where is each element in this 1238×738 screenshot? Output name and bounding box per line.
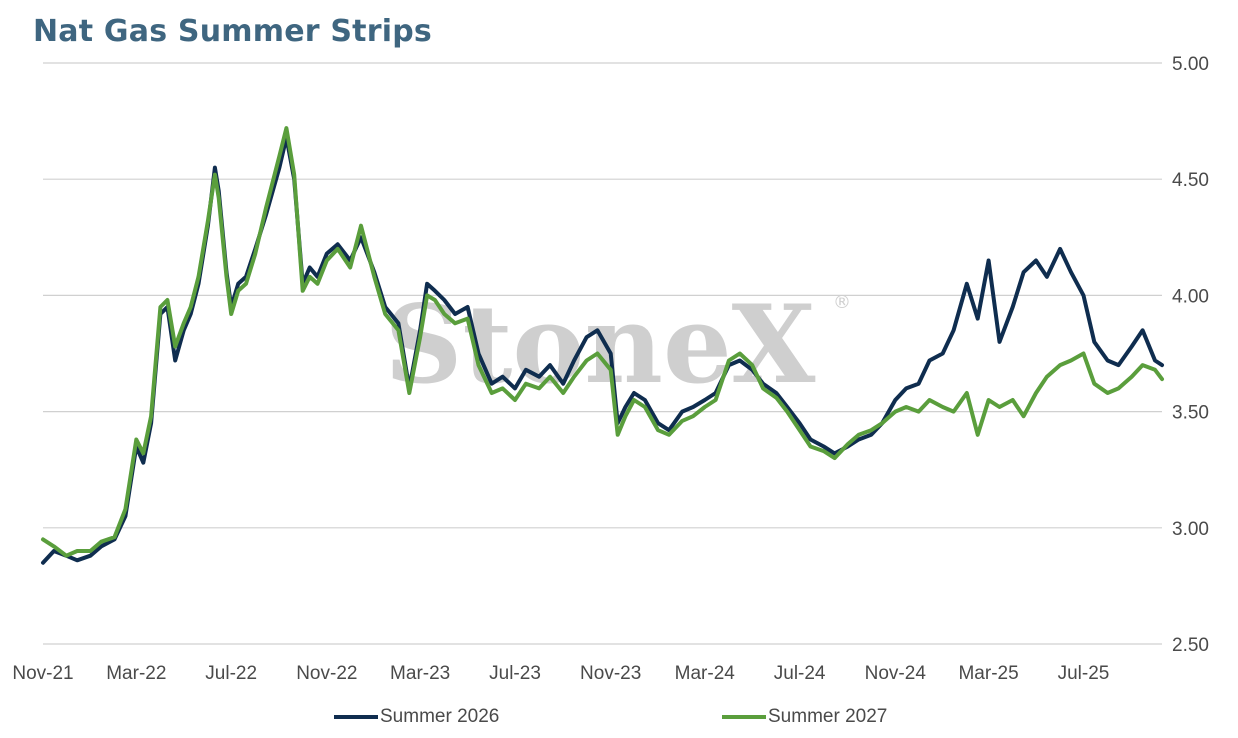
series-lines: [41, 126, 1164, 565]
y-axis-ticks: 5.00 4.50 4.00 3.50 3.00 2.50: [1172, 54, 1209, 656]
legend-swatch-summer-2026: [334, 715, 378, 719]
y-tick-label: 3.50: [1172, 403, 1209, 424]
x-tick-label: Jul-23: [489, 663, 541, 684]
legend: Summer 2026 Summer 2027: [0, 706, 1238, 730]
x-tick-label: Nov-22: [296, 663, 357, 684]
legend-item-summer-2027[interactable]: Summer 2027: [722, 706, 887, 728]
series-line-summer-2027: [41, 126, 1164, 558]
y-tick-label: 4.00: [1172, 286, 1209, 307]
y-tick-label: 2.50: [1172, 635, 1209, 656]
chart-title: Nat Gas Summer Strips: [33, 14, 432, 49]
x-axis-ticks: Nov-21 Mar-22 Jul-22 Nov-22 Mar-23 Jul-23 Nov-…: [12, 663, 1109, 684]
x-tick-label: Nov-24: [865, 663, 927, 684]
legend-label-summer-2026: Summer 2026: [380, 706, 500, 727]
y-tick-label: 3.00: [1172, 519, 1209, 540]
x-tick-label: Mar-25: [958, 663, 1018, 684]
legend-item-summer-2026[interactable]: Summer 2026: [334, 706, 499, 728]
legend-label-summer-2027: Summer 2027: [768, 706, 888, 727]
y-tick-label: 5.00: [1172, 54, 1209, 75]
x-tick-label: Nov-23: [580, 663, 641, 684]
x-tick-label: Mar-24: [675, 663, 736, 684]
x-tick-label: Jul-24: [774, 663, 826, 684]
registered-mark: ®: [833, 292, 851, 313]
x-tick-label: Mar-22: [106, 663, 166, 684]
y-tick-label: 4.50: [1172, 170, 1209, 191]
watermark: StoneX ®: [385, 282, 851, 408]
legend-swatch-summer-2027: [722, 715, 766, 719]
watermark-text: StoneX: [385, 282, 816, 408]
x-tick-label: Mar-23: [390, 663, 450, 684]
x-tick-label: Jul-25: [1058, 663, 1110, 684]
x-tick-label: Nov-21: [12, 663, 73, 684]
x-tick-label: Jul-22: [205, 663, 257, 684]
